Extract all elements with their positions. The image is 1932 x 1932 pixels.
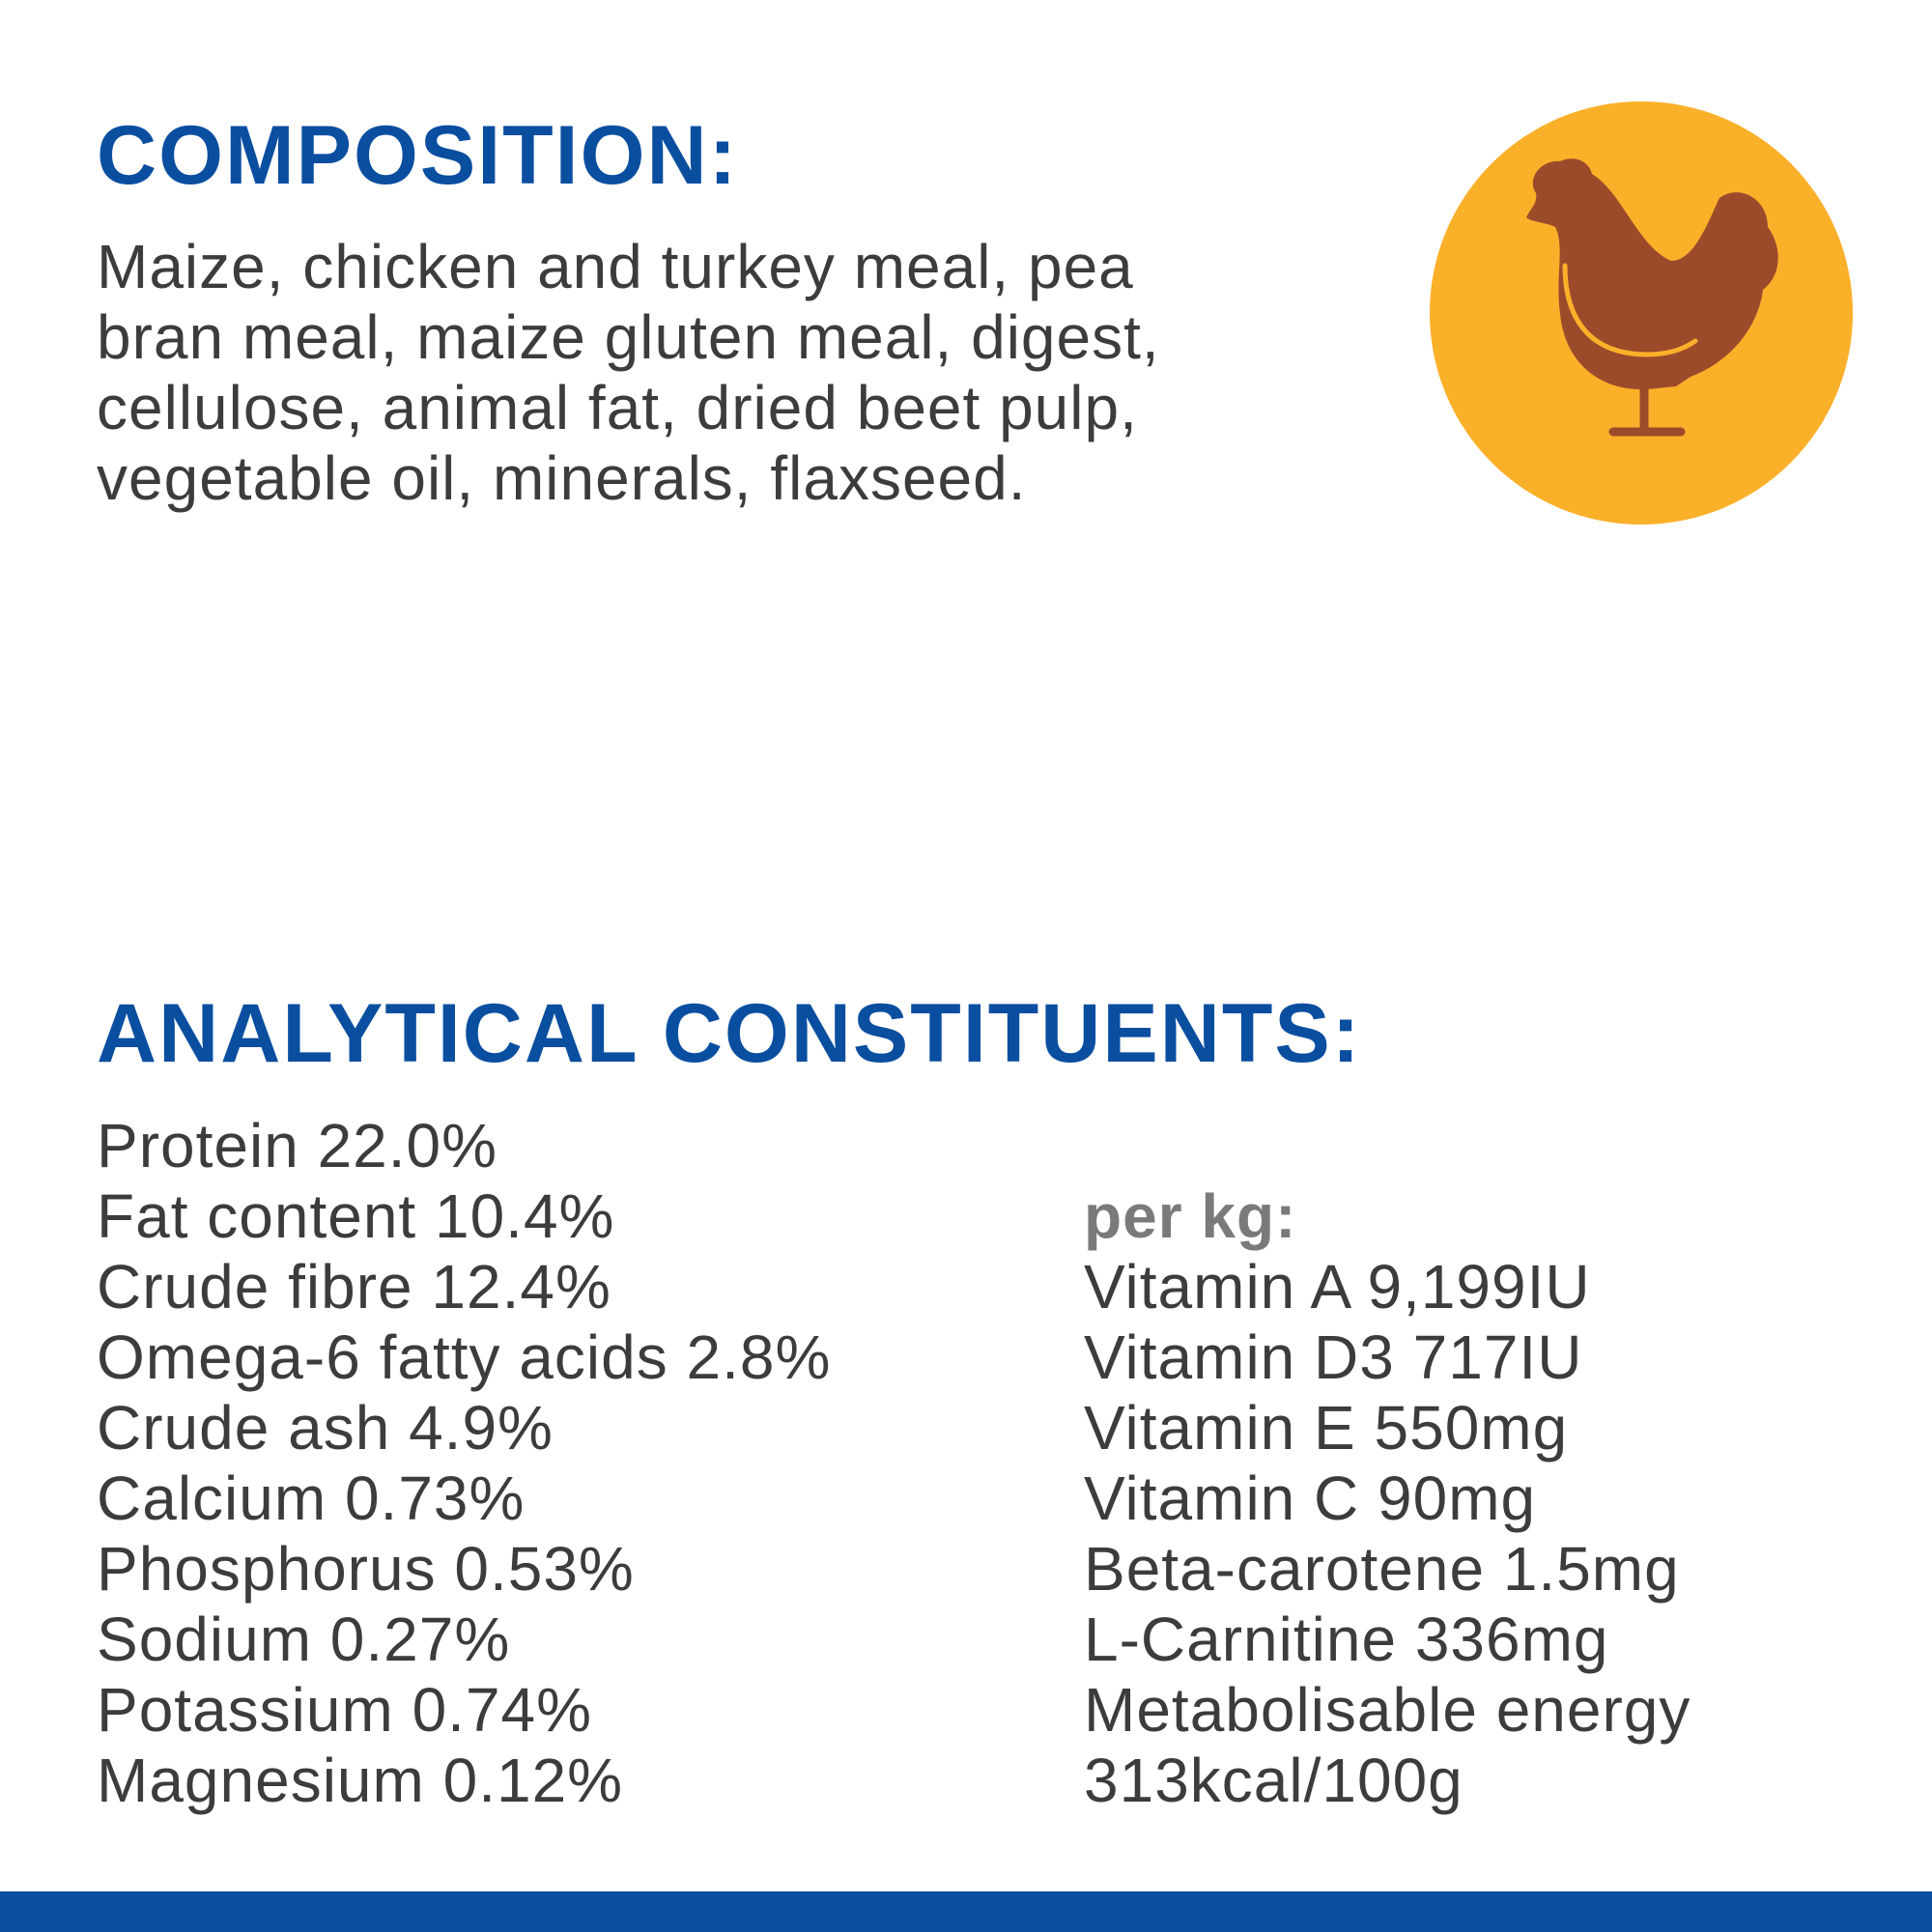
constituent: Calcium 0.73%	[97, 1463, 526, 1533]
composition-line: bran meal, maize gluten meal, digest,	[97, 302, 1160, 372]
per-kg-item: Vitamin A 9,199IU	[1084, 1252, 1591, 1321]
constituent: Phosphorus 0.53%	[97, 1534, 635, 1604]
constituent: Sodium 0.27%	[97, 1605, 511, 1674]
per-kg-block: per kg: Vitamin A 9,199IU Vitamin D3 717I…	[1084, 1181, 1690, 1816]
composition-title: COMPOSITION:	[97, 109, 739, 202]
per-kg-item: Beta-carotene 1.5mg	[1084, 1534, 1680, 1604]
per-kg-item: Vitamin E 550mg	[1084, 1393, 1569, 1463]
composition-line: Maize, chicken and turkey meal, pea	[97, 232, 1134, 301]
analytical-title: ANALYTICAL CONSTITUENTS:	[97, 987, 1362, 1080]
per-kg-title: per kg:	[1084, 1181, 1297, 1251]
constituent: Omega-6 fatty acids 2.8%	[97, 1322, 832, 1392]
constituents-list: Protein 22.0% Fat content 10.4% Crude fibr…	[97, 1111, 831, 1816]
per-kg-item: 313kcal/100g	[1084, 1746, 1463, 1815]
constituent: Potassium 0.74%	[97, 1675, 593, 1745]
composition-line: cellulose, animal fat, dried beet pulp,	[97, 373, 1138, 442]
per-kg-list: Vitamin A 9,199IU Vitamin D3 717IU Vitamin…	[1084, 1252, 1690, 1816]
per-kg-item: Metabolisable energy	[1084, 1675, 1691, 1745]
constituent: Crude fibre 12.4%	[97, 1252, 611, 1321]
composition-line: vegetable oil, minerals, flaxseed.	[97, 443, 1027, 513]
composition-text: Maize, chicken and turkey meal, pea bran …	[97, 232, 1160, 514]
per-kg-item: Vitamin C 90mg	[1084, 1463, 1537, 1533]
constituent: Crude ash 4.9%	[97, 1393, 554, 1463]
footer-bar	[0, 1891, 1932, 1932]
constituent: Fat content 10.4%	[97, 1181, 615, 1251]
per-kg-item: L-Carnitine 336mg	[1084, 1605, 1609, 1674]
constituent: Magnesium 0.12%	[97, 1746, 624, 1815]
constituent: Protein 22.0%	[97, 1111, 498, 1180]
chicken-icon	[1430, 101, 1853, 525]
per-kg-item: Vitamin D3 717IU	[1084, 1322, 1583, 1392]
